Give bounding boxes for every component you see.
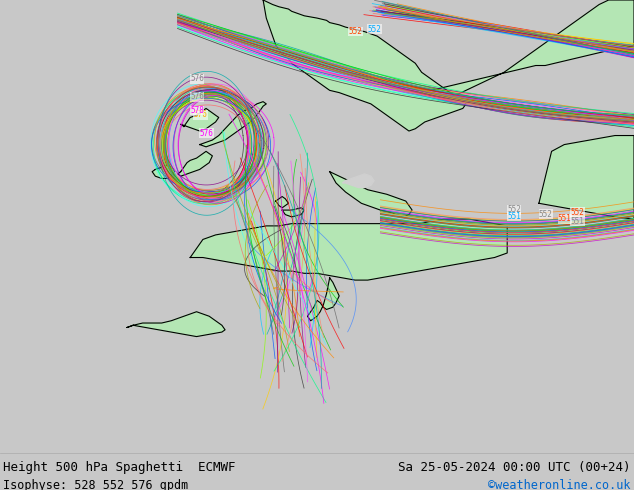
Polygon shape — [190, 219, 507, 280]
Polygon shape — [307, 278, 339, 321]
Text: 551: 551 — [558, 214, 572, 223]
Text: Height 500 hPa Spaghetti  ECMWF: Height 500 hPa Spaghetti ECMWF — [3, 462, 236, 474]
Text: 576: 576 — [190, 74, 204, 83]
Polygon shape — [428, 0, 634, 97]
Polygon shape — [152, 165, 174, 178]
Polygon shape — [342, 174, 374, 188]
Text: 578: 578 — [190, 106, 204, 115]
Polygon shape — [276, 196, 288, 208]
Polygon shape — [539, 136, 634, 219]
Text: 552: 552 — [507, 205, 521, 214]
Text: Sa 25-05-2024 00:00 UTC (00+24): Sa 25-05-2024 00:00 UTC (00+24) — [398, 462, 631, 474]
Polygon shape — [181, 108, 219, 131]
Polygon shape — [178, 151, 212, 176]
Text: Isophyse: 528 552 576 gpdm: Isophyse: 528 552 576 gpdm — [3, 479, 188, 490]
Text: 576: 576 — [200, 128, 214, 138]
Text: 552: 552 — [368, 24, 382, 34]
Polygon shape — [200, 101, 266, 147]
Text: 552: 552 — [349, 27, 363, 36]
Text: ©weatheronline.co.uk: ©weatheronline.co.uk — [488, 479, 631, 490]
Text: 551: 551 — [507, 212, 521, 221]
Text: 552: 552 — [571, 208, 585, 217]
Polygon shape — [282, 208, 304, 217]
Text: 576: 576 — [190, 93, 204, 101]
Polygon shape — [330, 172, 412, 217]
Text: 551: 551 — [571, 217, 585, 225]
Polygon shape — [127, 312, 225, 337]
Polygon shape — [263, 0, 466, 131]
Text: 576: 576 — [193, 110, 207, 120]
Text: 552: 552 — [539, 210, 553, 219]
